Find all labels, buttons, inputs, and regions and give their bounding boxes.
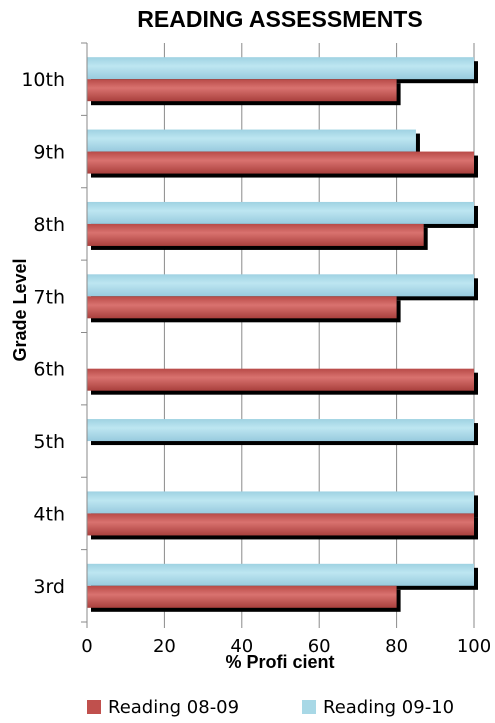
bar-reading-09-10-9th bbox=[87, 129, 416, 152]
y-category-label: 9th bbox=[33, 142, 65, 164]
y-category-label: 3rd bbox=[33, 576, 65, 598]
bar-reading-09-10-3rd bbox=[87, 563, 474, 586]
bar-reading-08-09-9th bbox=[87, 151, 474, 174]
axes bbox=[81, 42, 475, 628]
x-tick-label: 100 bbox=[457, 636, 491, 657]
bar-reading-09-10-4th bbox=[87, 491, 474, 514]
legend-label: Reading 08-09 bbox=[108, 697, 239, 718]
y-category-labels: 10th 9th 8th 7th 6th 5th 4th 3rd bbox=[21, 69, 65, 598]
bars bbox=[87, 57, 478, 612]
y-category-label: 8th bbox=[33, 214, 65, 236]
y-category-label: 7th bbox=[33, 286, 65, 308]
bar-reading-08-09-8th bbox=[87, 223, 424, 246]
x-tick-labels: 0 20 40 60 80 100 bbox=[81, 636, 491, 657]
bar-reading-08-09-7th bbox=[87, 296, 397, 319]
bar-reading-08-09-6th bbox=[87, 368, 474, 391]
chart-title: READING ASSESSMENTS bbox=[137, 6, 422, 32]
y-category-label: 6th bbox=[33, 359, 65, 381]
bar-reading-09-10-5th bbox=[87, 419, 474, 442]
x-axis-title: % Profi cient bbox=[225, 652, 334, 672]
x-tick-label: 0 bbox=[81, 636, 92, 657]
bar-reading-09-10-10th bbox=[87, 57, 474, 80]
y-category-label: 4th bbox=[33, 503, 65, 525]
bar-reading-08-09-10th bbox=[87, 79, 397, 102]
legend-swatch bbox=[302, 700, 316, 714]
legend-swatch bbox=[87, 700, 101, 714]
bar-reading-09-10-7th bbox=[87, 274, 474, 297]
legend-label: Reading 09-10 bbox=[323, 697, 454, 718]
x-tick-label: 40 bbox=[230, 636, 253, 657]
y-axis-title: Grade Level bbox=[10, 258, 30, 361]
x-tick-label: 80 bbox=[385, 636, 408, 657]
bar-reading-09-10-8th bbox=[87, 201, 474, 224]
x-tick-label: 60 bbox=[308, 636, 331, 657]
bar-reading-08-09-4th bbox=[87, 513, 474, 536]
y-category-label: 10th bbox=[21, 69, 65, 91]
legend: Reading 08-09 Reading 09-10 bbox=[87, 697, 454, 718]
x-tick-label: 20 bbox=[153, 636, 176, 657]
bar-reading-08-09-3rd bbox=[87, 585, 397, 608]
y-category-label: 5th bbox=[33, 431, 65, 453]
